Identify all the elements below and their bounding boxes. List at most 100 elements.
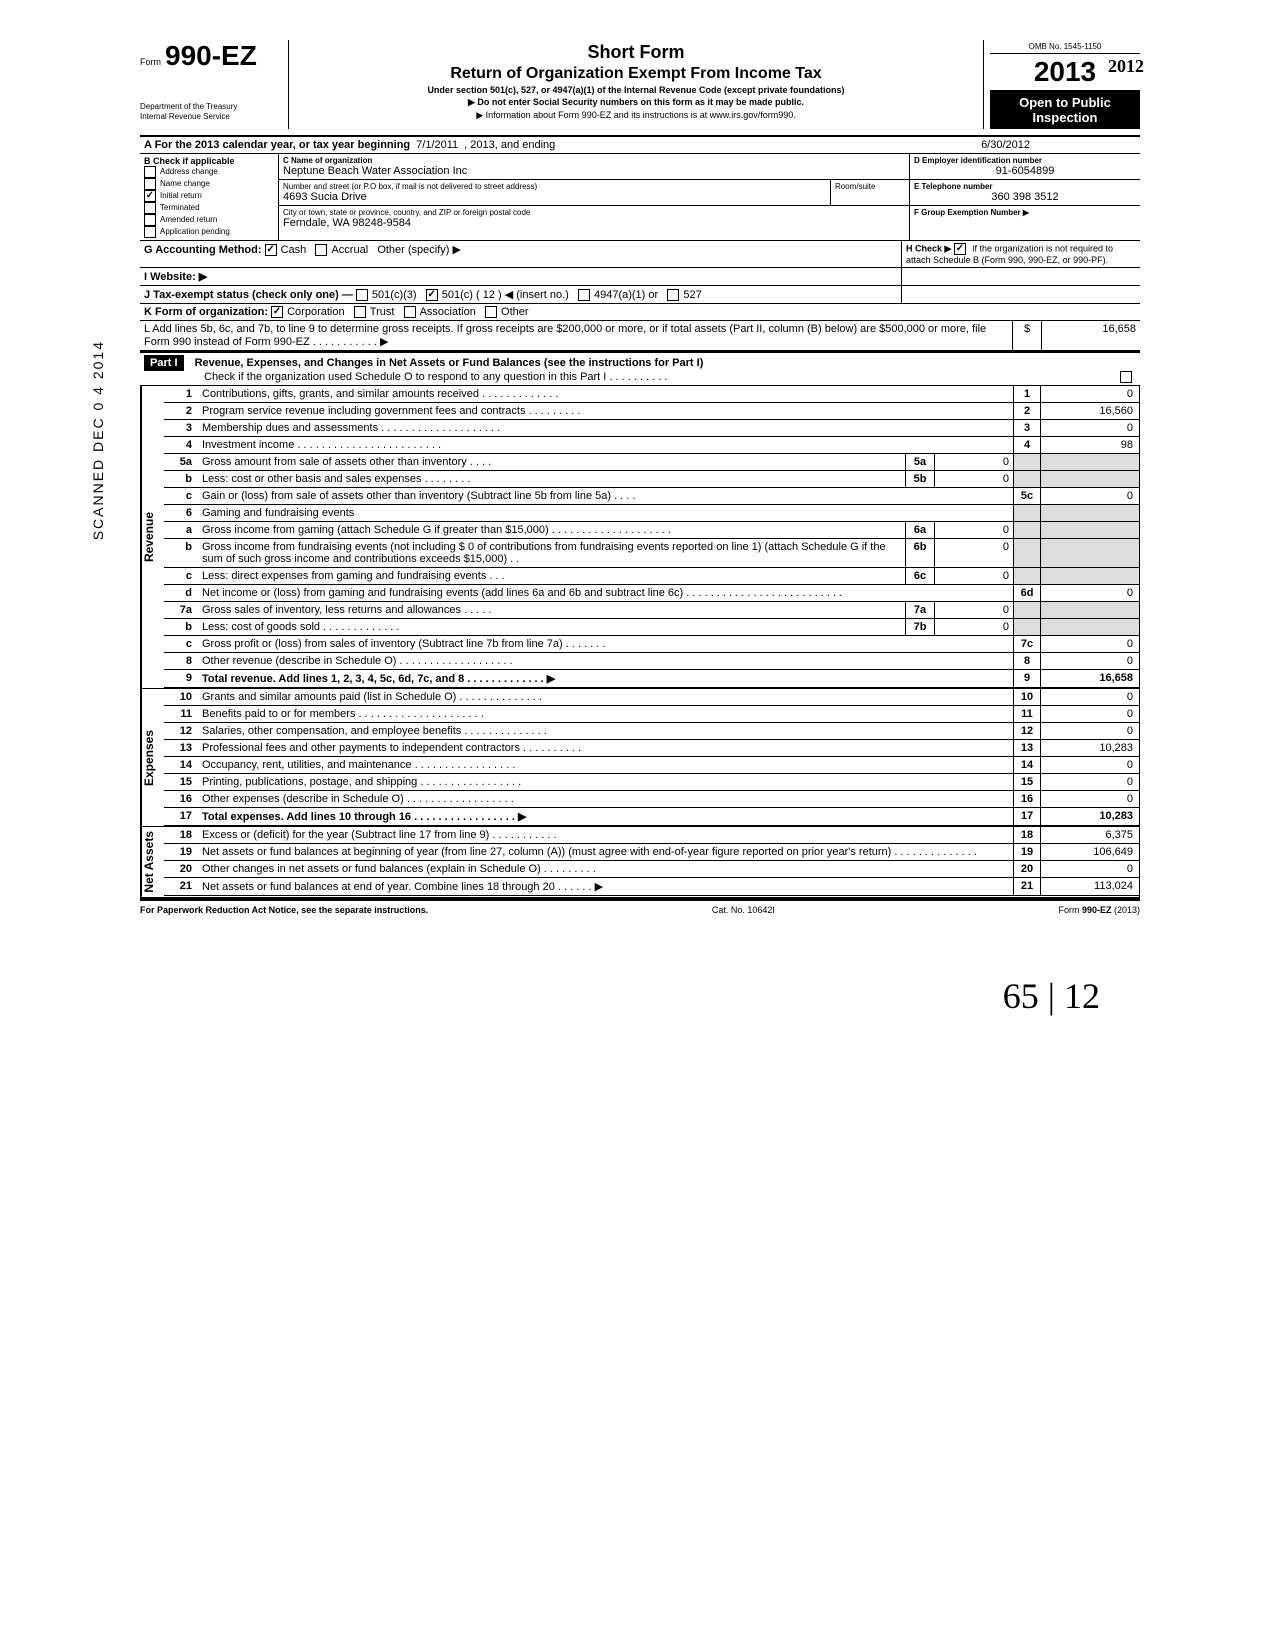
line-box: 10 bbox=[1013, 689, 1040, 705]
form-line-b: bGross income from fundraising events (n… bbox=[164, 539, 1139, 568]
sub-amount: 0 bbox=[934, 454, 1013, 470]
page-footer: For Paperwork Reduction Act Notice, see … bbox=[140, 899, 1140, 915]
form-line-3: 3Membership dues and assessments . . . .… bbox=[164, 420, 1139, 437]
line-number: 21 bbox=[164, 878, 198, 895]
g-label: G Accounting Method: bbox=[144, 244, 262, 256]
row-i: I Website: ▶ bbox=[140, 268, 1140, 286]
addr-label: Number and street (or P.O box, if mail i… bbox=[283, 182, 826, 191]
footer-mid: Cat. No. 10642I bbox=[712, 905, 775, 915]
e-label: E Telephone number bbox=[914, 182, 1136, 191]
part1-check-cb[interactable] bbox=[1120, 371, 1132, 383]
line-number: b bbox=[164, 539, 198, 567]
form-line-c: cGross profit or (loss) from sales of in… bbox=[164, 636, 1139, 653]
b-label: B Check if applicable bbox=[144, 156, 274, 166]
sub-amount: 0 bbox=[934, 522, 1013, 538]
d-label: D Employer identification number bbox=[914, 156, 1136, 165]
id-block: B Check if applicable Address change Nam… bbox=[140, 154, 1140, 241]
form-line-c: cLess: direct expenses from gaming and f… bbox=[164, 568, 1139, 585]
form-line-18: 18Excess or (deficit) for the year (Subt… bbox=[164, 827, 1139, 844]
line-amount: 0 bbox=[1040, 585, 1139, 601]
title-main: Return of Organization Exempt From Incom… bbox=[299, 65, 973, 83]
line-box: 11 bbox=[1013, 706, 1040, 722]
line-number: 7a bbox=[164, 602, 198, 618]
j-label: J Tax-exempt status (check only one) — bbox=[144, 289, 353, 301]
h-cb[interactable] bbox=[954, 243, 966, 255]
form-id-block: Form 990-EZ Department of the Treasury I… bbox=[140, 40, 289, 129]
omb-number: OMB No. 1545-1150 bbox=[990, 40, 1140, 54]
i-label: I Website: ▶ bbox=[140, 268, 902, 285]
line-number: 9 bbox=[164, 670, 198, 687]
line-number: 5a bbox=[164, 454, 198, 470]
title-sub3: ▶ Information about Form 990-EZ and its … bbox=[299, 110, 973, 121]
form-line-7a: 7aGross sales of inventory, less returns… bbox=[164, 602, 1139, 619]
expenses-section: Expenses 10Grants and similar amounts pa… bbox=[140, 689, 1140, 827]
line-number: 8 bbox=[164, 653, 198, 669]
form-prefix: Form bbox=[140, 57, 161, 67]
line-amount: 6,375 bbox=[1040, 827, 1139, 843]
form-line-b: bLess: cost of goods sold . . . . . . . … bbox=[164, 619, 1139, 636]
line-amount: 106,649 bbox=[1040, 844, 1139, 860]
a-begin: 7/1/2011 bbox=[416, 139, 458, 151]
title-sub1: Under section 501(c), 527, or 4947(a)(1)… bbox=[299, 85, 973, 95]
b-opt-0[interactable]: Address change bbox=[144, 166, 274, 178]
b-opt-5[interactable]: Application pending bbox=[144, 226, 274, 238]
line-desc: Grants and similar amounts paid (list in… bbox=[198, 689, 1013, 705]
scanned-stamp: SCANNED DEC 0 4 2014 bbox=[90, 340, 106, 540]
line-amount: 0 bbox=[1040, 861, 1139, 877]
g-cash-cb[interactable] bbox=[265, 244, 277, 256]
form-line-8: 8Other revenue (describe in Schedule O) … bbox=[164, 653, 1139, 670]
part1-check-text: Check if the organization used Schedule … bbox=[204, 371, 667, 383]
sub-amount: 0 bbox=[934, 568, 1013, 584]
row-g-h: G Accounting Method: Cash Accrual Other … bbox=[140, 241, 1140, 268]
form-line-4: 4Investment income . . . . . . . . . . .… bbox=[164, 437, 1139, 454]
phone: 360 398 3512 bbox=[914, 191, 1136, 203]
netassets-section: Net Assets 18Excess or (deficit) for the… bbox=[140, 827, 1140, 899]
line-box: 13 bbox=[1013, 740, 1040, 756]
line-amount: 0 bbox=[1040, 723, 1139, 739]
form-line-21: 21Net assets or fund balances at end of … bbox=[164, 878, 1139, 896]
a-mid: , 2013, and ending bbox=[464, 139, 555, 151]
form-line-20: 20Other changes in net assets or fund ba… bbox=[164, 861, 1139, 878]
h-label: H Check ▶ bbox=[906, 243, 951, 253]
b-opt-2[interactable]: Initial return bbox=[144, 190, 274, 202]
line-number: 14 bbox=[164, 757, 198, 773]
line-number: 6 bbox=[164, 505, 198, 521]
part1-heading: Revenue, Expenses, and Changes in Net As… bbox=[195, 357, 704, 369]
line-box: 14 bbox=[1013, 757, 1040, 773]
line-number: 18 bbox=[164, 827, 198, 843]
line-number: 12 bbox=[164, 723, 198, 739]
line-amount: 0 bbox=[1040, 653, 1139, 669]
tax-year: 2013 2012 bbox=[990, 54, 1140, 91]
line-amount: 0 bbox=[1040, 757, 1139, 773]
line-desc: Gross amount from sale of assets other t… bbox=[198, 454, 905, 470]
line-box: 19 bbox=[1013, 844, 1040, 860]
line-number: 4 bbox=[164, 437, 198, 453]
line-desc: Contributions, gifts, grants, and simila… bbox=[198, 386, 1013, 402]
line-number: 10 bbox=[164, 689, 198, 705]
line-amount: 0 bbox=[1040, 386, 1139, 402]
b-opt-1[interactable]: Name change bbox=[144, 178, 274, 190]
line-number: a bbox=[164, 522, 198, 538]
line-desc: Professional fees and other payments to … bbox=[198, 740, 1013, 756]
line-box: 20 bbox=[1013, 861, 1040, 877]
line-desc: Net income or (loss) from gaming and fun… bbox=[198, 585, 1013, 601]
line-number: b bbox=[164, 471, 198, 487]
sub-amount: 0 bbox=[934, 619, 1013, 635]
line-amount: 0 bbox=[1040, 420, 1139, 436]
form-line-19: 19Net assets or fund balances at beginni… bbox=[164, 844, 1139, 861]
line-box: 17 bbox=[1013, 808, 1040, 825]
line-amount: 98 bbox=[1040, 437, 1139, 453]
b-opt-4[interactable]: Amended return bbox=[144, 214, 274, 226]
sub-box: 5b bbox=[905, 471, 934, 487]
line-box: 1 bbox=[1013, 386, 1040, 402]
line-box: 12 bbox=[1013, 723, 1040, 739]
open-public: Open to Public Inspection bbox=[990, 91, 1140, 129]
line-desc: Gross sales of inventory, less returns a… bbox=[198, 602, 905, 618]
title-sub2: ▶ Do not enter Social Security numbers o… bbox=[299, 97, 973, 108]
form-title-block: Short Form Return of Organization Exempt… bbox=[289, 40, 983, 129]
line-number: c bbox=[164, 488, 198, 504]
g-accrual-cb[interactable] bbox=[315, 244, 327, 256]
b-opt-3[interactable]: Terminated bbox=[144, 202, 274, 214]
addr-val: 4693 Sucia Drive bbox=[283, 191, 826, 203]
sub-box: 7a bbox=[905, 602, 934, 618]
